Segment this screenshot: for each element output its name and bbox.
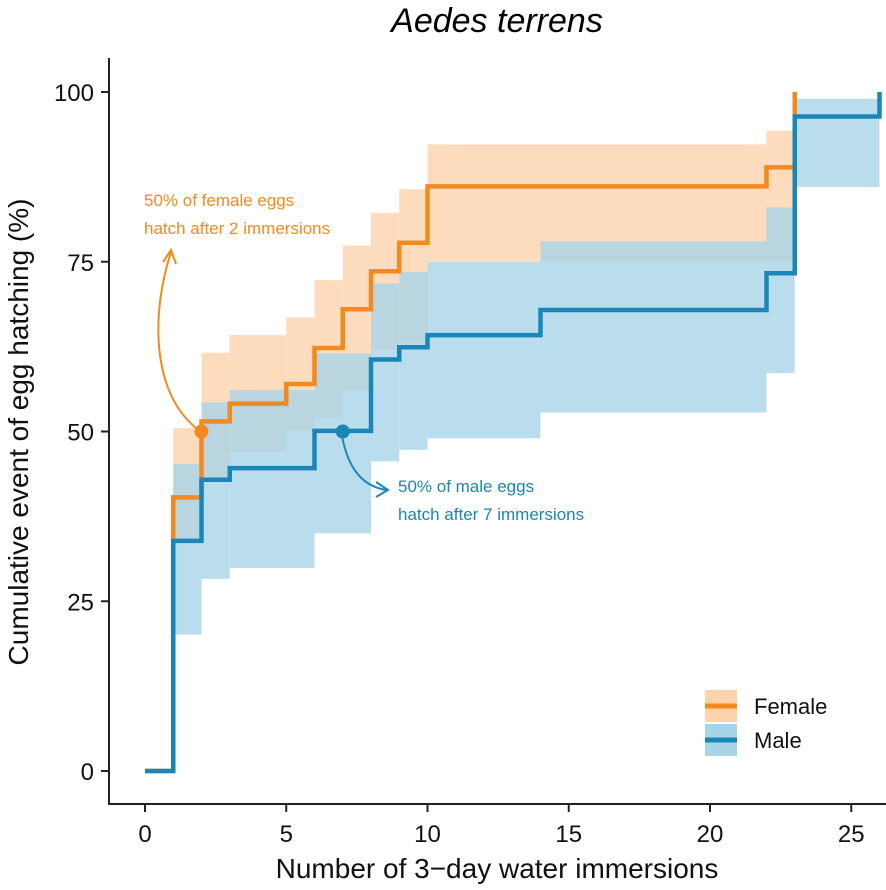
y-tick-label: 100 — [54, 80, 94, 107]
x-tick-label: 15 — [555, 821, 582, 848]
female-annotation-arrow — [157, 251, 197, 429]
x-axis-title: Number of 3−day water immersions — [276, 853, 719, 884]
male-ci-band-segment — [399, 271, 428, 450]
x-ticks: 0 5 10 15 20 25 — [138, 804, 865, 848]
male-ci-band-segment — [794, 98, 880, 188]
step-lines — [145, 92, 882, 774]
female-annotation-arrowhead — [162, 247, 177, 265]
female-step-line — [145, 92, 797, 774]
y-axis-title: Cumulative event of egg hatching (%) — [3, 199, 34, 666]
x-tick-label: 25 — [838, 821, 865, 848]
y-tick-label: 0 — [81, 759, 94, 786]
male-ci-band-segment — [229, 390, 315, 568]
x-tick-label: 5 — [280, 821, 293, 848]
median-markers — [194, 424, 350, 439]
chart-title: Aedes terrens — [389, 2, 603, 40]
x-tick-label: 10 — [414, 821, 441, 848]
legend-female-label: Female — [754, 694, 827, 719]
female-annotation-line1: 50% of female eggs — [144, 191, 294, 210]
x-tick-label: 0 — [138, 821, 151, 848]
male-annotation-arrow — [341, 435, 387, 491]
female-annotation-line2: hatch after 2 immersions — [144, 219, 330, 238]
confidence-bands — [173, 98, 880, 635]
male-annotation-arrowhead — [375, 481, 390, 498]
y-ticks: 0 25 50 75 100 — [54, 80, 109, 786]
female-median-marker — [194, 424, 209, 439]
male-ci-band-segment — [173, 464, 202, 635]
male-ci-band-segment — [540, 241, 767, 413]
legend: Female Male — [705, 690, 827, 756]
legend-male-label: Male — [754, 728, 802, 753]
male-ci-band-segment — [371, 283, 400, 462]
male-median-marker — [335, 424, 350, 439]
y-tick-label: 25 — [67, 589, 94, 616]
male-step-line — [145, 92, 882, 774]
male-ci-band-segment — [427, 261, 541, 439]
x-tick-label: 20 — [697, 821, 724, 848]
male-ci-band-segment — [766, 207, 795, 374]
y-tick-label: 75 — [67, 250, 94, 277]
male-annotation: 50% of male eggs hatch after 7 immersion… — [341, 435, 584, 524]
female-annotation: 50% of female eggs hatch after 2 immersi… — [144, 191, 330, 429]
male-annotation-line2: hatch after 7 immersions — [398, 505, 584, 524]
y-tick-label: 50 — [67, 420, 94, 447]
male-annotation-line1: 50% of male eggs — [398, 477, 534, 496]
